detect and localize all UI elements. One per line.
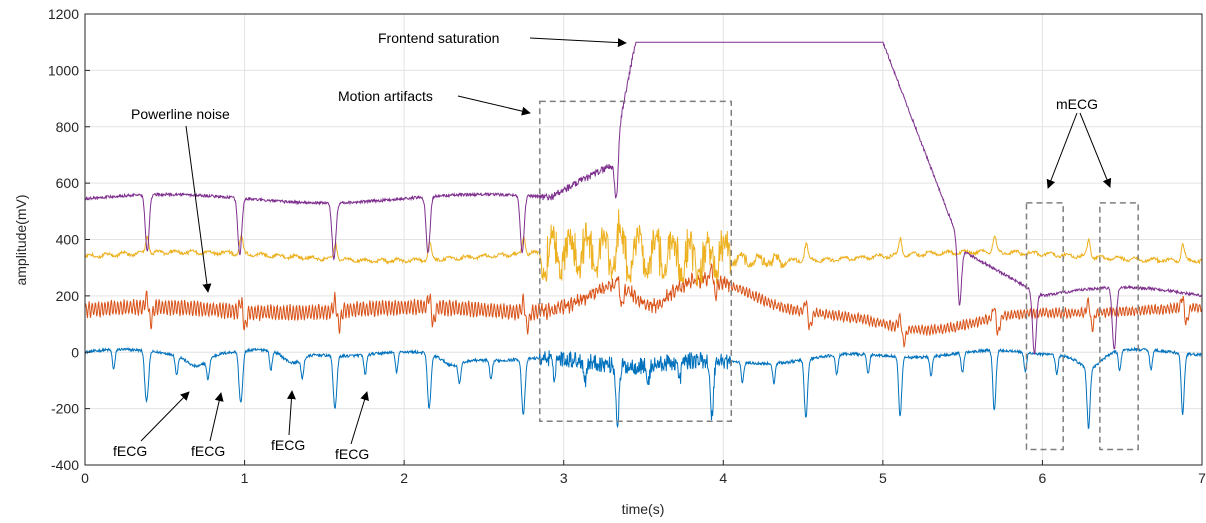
region-layer bbox=[539, 100, 1139, 451]
x-tick-label: 1 bbox=[241, 470, 249, 486]
fecg-arrow-4 bbox=[350, 391, 369, 445]
fecg-label-2: fECG bbox=[191, 443, 225, 459]
series-orange-line bbox=[84, 263, 1203, 348]
series-blue-line bbox=[85, 346, 1203, 429]
motion-artifacts-arrow bbox=[457, 95, 531, 116]
y-axis-label: amplitude(mV) bbox=[13, 194, 29, 285]
y-tick-label: 0 bbox=[71, 344, 79, 360]
region-mecg-2 bbox=[1099, 202, 1139, 451]
series-purple-line bbox=[84, 41, 1203, 355]
series-layer bbox=[84, 41, 1203, 429]
x-tick-label: 7 bbox=[1198, 470, 1206, 486]
fecg-label-4: fECG bbox=[335, 446, 369, 462]
mecg-arrow-left bbox=[1046, 112, 1078, 189]
frontend-saturation-arrow bbox=[529, 37, 627, 48]
x-tick-label: 5 bbox=[879, 470, 887, 486]
annotation-layer: Frontend saturation Motion artifacts Pow… bbox=[113, 30, 1112, 462]
x-tick-label: 4 bbox=[719, 470, 727, 486]
fecg-label-3: fECG bbox=[271, 437, 305, 453]
x-tick-label: 3 bbox=[560, 470, 568, 486]
fecg-arrow-3 bbox=[286, 390, 296, 436]
tick-layer: 0 1 2 3 4 5 6 7 -400 -200 0 200 400 600 800 1000 1200 bbox=[48, 6, 1206, 486]
y-tick-label: 400 bbox=[56, 232, 80, 248]
mecg-label: mECG bbox=[1056, 96, 1098, 112]
fecg-arrow-1 bbox=[140, 391, 190, 442]
powerline-noise-label: Powerline noise bbox=[131, 106, 230, 122]
series-yellow-line bbox=[84, 209, 1203, 287]
y-tick-label: 1000 bbox=[48, 62, 79, 78]
fecg-arrow-2 bbox=[209, 392, 224, 442]
region-mecg-1 bbox=[1025, 202, 1064, 451]
y-tick-label: -200 bbox=[51, 401, 79, 417]
mecg-arrow-right bbox=[1079, 112, 1112, 188]
x-tick-label: 0 bbox=[81, 470, 89, 486]
frontend-saturation-label: Frontend saturation bbox=[378, 30, 499, 46]
x-axis-label: time(s) bbox=[622, 501, 665, 517]
region-motion-artifacts bbox=[539, 100, 733, 423]
x-tick-label: 2 bbox=[400, 470, 408, 486]
y-tick-label: -400 bbox=[51, 457, 79, 473]
powerline-noise-arrow bbox=[185, 125, 212, 293]
motion-artifacts-label: Motion artifacts bbox=[338, 88, 433, 104]
y-tick-label: 1200 bbox=[48, 6, 79, 22]
x-tick-label: 6 bbox=[1039, 470, 1047, 486]
y-tick-label: 200 bbox=[56, 288, 80, 304]
fecg-label-1: fECG bbox=[113, 443, 147, 459]
y-tick-label: 600 bbox=[56, 175, 80, 191]
y-tick-label: 800 bbox=[56, 119, 80, 135]
